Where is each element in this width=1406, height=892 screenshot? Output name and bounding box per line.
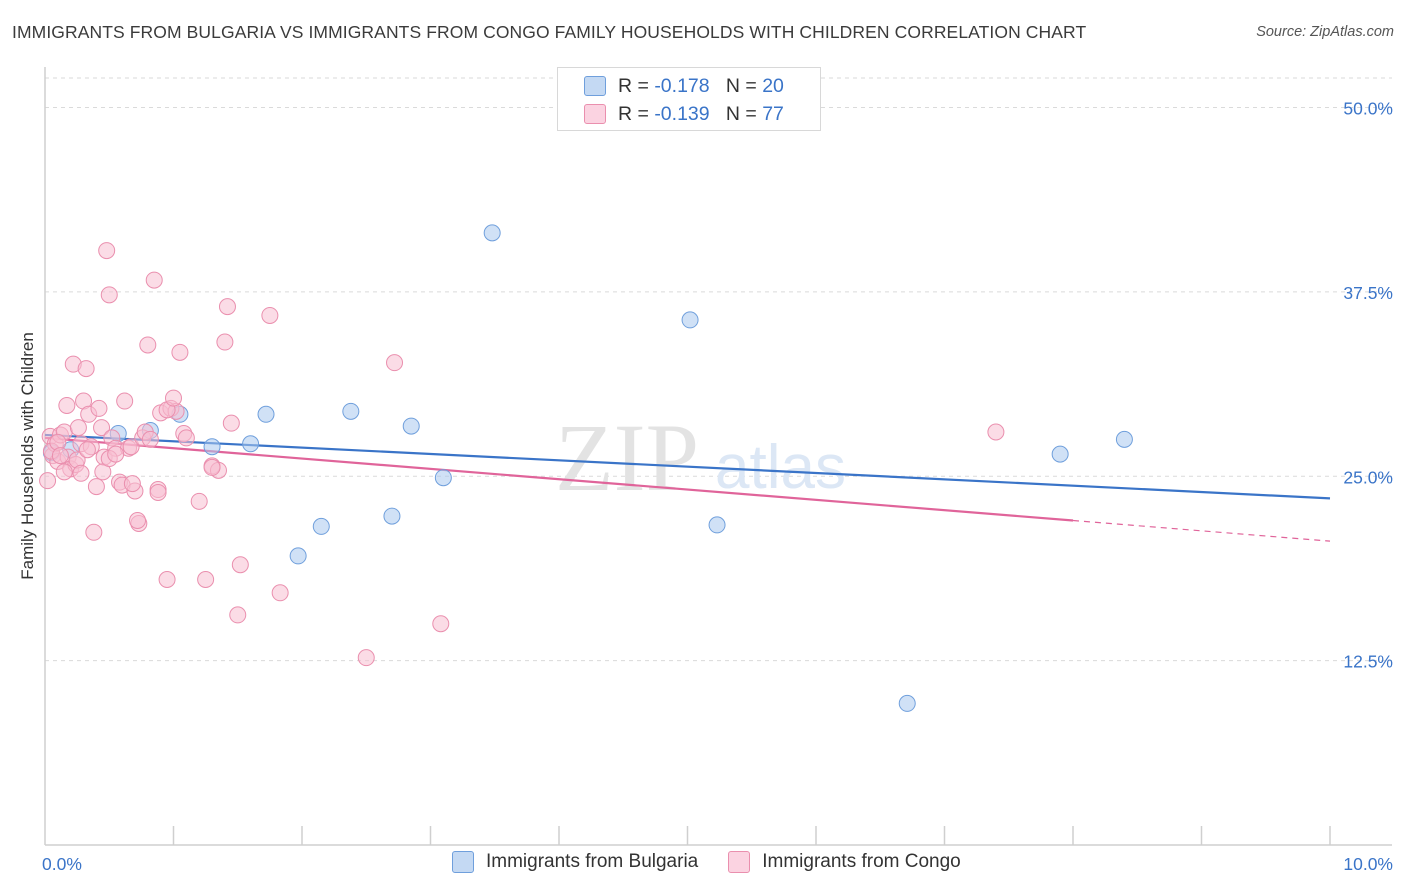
congo-point [58, 396, 76, 414]
legend-item-bulgaria[interactable]: Immigrants from Bulgaria [452, 851, 698, 873]
y-tick-label: 50.0% [1343, 99, 1393, 119]
congo-point [51, 447, 69, 465]
congo-point [122, 438, 140, 456]
bulgaria-point [434, 469, 452, 487]
r-value: -0.139 [654, 102, 710, 125]
bulgaria-swatch [584, 76, 606, 96]
congo-point [72, 464, 90, 482]
congo-point [149, 483, 167, 501]
congo-swatch [584, 104, 606, 124]
congo-legend-swatch [728, 851, 751, 873]
congo-point [87, 478, 105, 496]
r-label: R = [618, 102, 655, 125]
bulgaria-point [312, 517, 330, 535]
congo-point [85, 523, 103, 541]
gridlines [45, 77, 1392, 662]
congo-point [123, 475, 141, 493]
stats-row-bulgaria: R = -0.178 N = 20 [584, 74, 784, 98]
legend-label-bulgaria: Immigrants from Bulgaria [486, 851, 699, 872]
y-tick-label: 37.5% [1343, 283, 1393, 303]
x-tick-label: 0.0% [42, 854, 82, 874]
congo-point [129, 512, 147, 529]
bulgaria-point [483, 224, 501, 242]
congo-point [100, 286, 118, 304]
bulgaria-point [898, 694, 916, 712]
tick-labels: 12.5% 25.0% 37.5% 50.0% 0.0% 10.0% [42, 99, 1393, 875]
y-tick-label: 12.5% [1343, 652, 1393, 672]
legend-item-congo[interactable]: Immigrants from Congo [728, 851, 961, 873]
congo-point [165, 389, 182, 407]
congo-point [78, 441, 96, 459]
bulgaria-point [289, 547, 307, 565]
congo-point [229, 606, 247, 624]
congo-point [107, 445, 125, 463]
bulgaria-point [681, 311, 699, 329]
stats-row-congo: R = -0.139 N = 77 [584, 102, 784, 126]
congo-point [197, 571, 215, 588]
congo-point [39, 472, 57, 490]
congo-point [432, 615, 450, 633]
congo-point [218, 298, 236, 316]
congo-point [98, 242, 116, 260]
bulgaria-point [242, 435, 260, 453]
x-tick-label: 10.0% [1343, 854, 1393, 874]
bulgaria-legend-swatch [452, 851, 474, 873]
congo-point [271, 584, 289, 602]
congo-point [190, 492, 208, 510]
congo-point [55, 463, 73, 481]
congo-point [386, 354, 404, 372]
n-label: N = [725, 102, 763, 125]
congo-point [158, 571, 176, 588]
congo-point [139, 336, 157, 354]
stats-legend: R = -0.178 N = 20 R = -0.139 N = 77 [557, 67, 821, 131]
watermark-zip: ZIP [555, 404, 699, 511]
bulgaria-point [383, 507, 401, 525]
bulgaria-point [708, 516, 726, 534]
congo-point [231, 556, 249, 574]
congo-point [77, 360, 95, 378]
congo-point [141, 430, 159, 448]
congo-point [357, 649, 375, 667]
congo-point [69, 419, 87, 437]
congo-point [90, 399, 108, 417]
congo-point [93, 419, 111, 437]
congo-point [171, 343, 189, 361]
bulgaria-point [402, 417, 420, 435]
congo-point [987, 423, 1005, 441]
bulgaria-point [257, 405, 275, 423]
chart-title: IMMIGRANTS FROM BULGARIA VS IMMIGRANTS F… [12, 22, 1087, 42]
r-label: R = [618, 74, 655, 97]
congo-point [261, 306, 279, 324]
y-axis-label: Family Households with Children [18, 332, 37, 580]
congo-point [116, 392, 134, 410]
legend-label-congo: Immigrants from Congo [762, 851, 961, 872]
data-points [39, 224, 1133, 712]
source-label: Source: ZipAtlas.com [1256, 24, 1394, 40]
series-legend: Immigrants from Bulgaria Immigrants from… [452, 851, 991, 873]
congo-point [177, 429, 195, 447]
r-value: -0.178 [654, 74, 710, 97]
congo-point [216, 333, 234, 351]
bulgaria-point [203, 438, 221, 456]
bulgaria-point [1115, 430, 1133, 448]
congo-point [203, 458, 221, 476]
bulgaria-point [1051, 445, 1069, 463]
bulgaria-point [342, 402, 360, 420]
n-value: 20 [762, 74, 784, 97]
y-tick-label: 25.0% [1343, 467, 1393, 487]
n-label: N = [725, 74, 763, 97]
bulgaria-trend-line [44, 433, 1331, 500]
congo-point [145, 271, 163, 289]
n-value: 77 [762, 102, 784, 125]
watermark-atlas: atlas [715, 433, 846, 502]
congo-trend-extension [1072, 519, 1331, 542]
congo-point [222, 414, 240, 432]
